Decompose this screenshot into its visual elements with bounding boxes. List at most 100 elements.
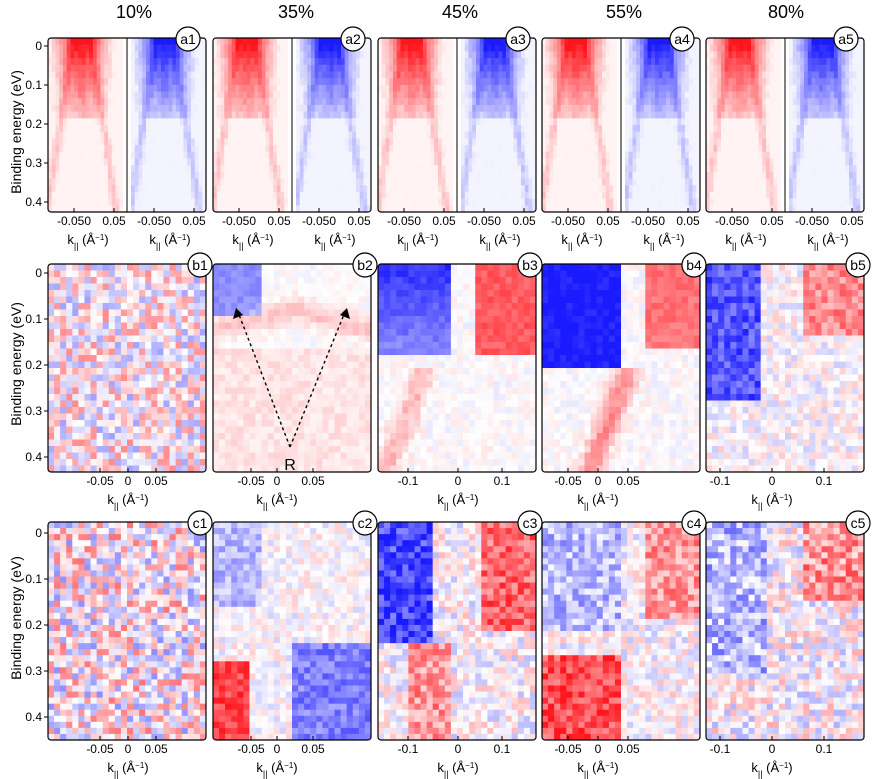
x-tick-label: 0: [455, 742, 462, 756]
x-tick-label: -0.050: [222, 214, 256, 228]
x-tick-label: 0: [769, 742, 776, 756]
x-tick-label: -0.05: [86, 474, 114, 488]
r-arrows: [233, 308, 350, 448]
x-tick-label: 0: [125, 742, 132, 756]
x-tick-label: 0.05: [616, 474, 640, 488]
x-tick-label: 0.05: [301, 474, 325, 488]
x-tick-label: -0.050: [137, 214, 171, 228]
x-tick-label: 0.05: [676, 214, 700, 228]
y-tick-label: 0.4: [25, 450, 42, 464]
y-tick-label: 0.3: [25, 664, 42, 678]
x-tick-label: -0.050: [467, 214, 501, 228]
panel-badge-a5: a5: [833, 26, 859, 52]
panel-badge-c5: c5: [845, 510, 871, 536]
x-tick-label: 0.05: [267, 214, 291, 228]
doping-label-3: 45%: [441, 2, 479, 22]
doping-label-1: 10%: [115, 2, 153, 22]
x-tick-label: -0.050: [57, 214, 91, 228]
x-tick-label: 0: [455, 474, 462, 488]
svg-text:a4: a4: [674, 31, 690, 47]
y-tick-label: 0.3: [25, 404, 42, 418]
panel-badge-b4: b4: [681, 252, 707, 278]
x-axis-label: k|| (Å−1): [149, 232, 190, 251]
panel-badge-a3: a3: [505, 26, 531, 52]
y-tick-label: 0.1: [25, 312, 42, 326]
panel-badge-b2: b2: [352, 252, 378, 278]
x-tick-label: -0.05: [554, 742, 582, 756]
x-tick-label: 0.05: [840, 214, 864, 228]
x-axis-label: k|| (Å−1): [314, 232, 355, 251]
x-tick-label: -0.050: [551, 214, 585, 228]
x-tick-label: -0.050: [715, 214, 749, 228]
x-tick-label: -0.1: [710, 742, 731, 756]
y-tick-label: 0: [35, 526, 42, 540]
r-annotation: R: [284, 457, 296, 474]
x-tick-label: -0.050: [631, 214, 665, 228]
y-tick-label: 0: [35, 39, 42, 53]
x-tick-label: 0.05: [144, 474, 168, 488]
x-tick-label: 0: [125, 474, 132, 488]
x-axis-label: k|| (Å−1): [256, 492, 297, 511]
x-axis-label: k|| (Å−1): [751, 492, 792, 511]
y-axis-row-a: 0 0.1 0.2 0.3 0.4: [25, 39, 48, 209]
x-tick-label: -0.1: [710, 474, 731, 488]
x-tick-label: 0.1: [816, 742, 833, 756]
x-axis-label: k|| (Å−1): [397, 232, 438, 251]
svg-text:a2: a2: [345, 31, 361, 47]
panel-badge-c2: c2: [352, 510, 378, 536]
x-tick-label: -0.05: [237, 742, 265, 756]
x-tick-label: 0.1: [494, 742, 511, 756]
x-tick-label: 0.05: [301, 742, 325, 756]
doping-label-5: 80%: [767, 2, 805, 22]
panel-badge-c4: c4: [681, 510, 707, 536]
x-tick-label: 0.05: [760, 214, 784, 228]
x-tick-label: 0.05: [182, 214, 206, 228]
x-tick-label: 0.1: [816, 474, 833, 488]
x-tick-label: -0.05: [86, 742, 114, 756]
panel-badge-a4: a4: [669, 26, 695, 52]
panel-badge-a2: a2: [340, 26, 366, 52]
panel-badge-c3: c3: [517, 510, 543, 536]
x-axis-label: k|| (Å−1): [577, 760, 618, 779]
x-axis-label: k|| (Å−1): [437, 492, 478, 511]
x-tick-label: -0.05: [554, 474, 582, 488]
y-tick-label: 0.2: [25, 358, 42, 372]
x-tick-label: 0.05: [144, 742, 168, 756]
x-axis-label: k|| (Å−1): [643, 232, 684, 251]
x-axis-label: k|| (Å−1): [256, 760, 297, 779]
x-tick-label: 0.05: [596, 214, 620, 228]
x-axis-label: k|| (Å−1): [107, 760, 148, 779]
x-tick-label: 0: [274, 742, 281, 756]
doping-label-2: 35%: [277, 2, 315, 22]
x-tick-label: 0: [595, 474, 602, 488]
x-tick-label: 0.05: [616, 742, 640, 756]
y-tick-label: 0.1: [25, 78, 42, 92]
svg-text:a3: a3: [510, 31, 526, 47]
x-tick-label: 0: [769, 474, 776, 488]
x-axis-label: k|| (Å−1): [67, 232, 108, 251]
x-axis-label: k|| (Å−1): [107, 492, 148, 511]
y-tick-label: 0.3: [25, 156, 42, 170]
panel-badge-b1: b1: [187, 252, 213, 278]
x-tick-label: 0: [274, 474, 281, 488]
x-axis-label: k|| (Å−1): [437, 760, 478, 779]
x-axis-label: k|| (Å−1): [751, 760, 792, 779]
x-tick-label: 0.05: [102, 214, 126, 228]
y-tick-label: 0.4: [25, 710, 42, 724]
x-tick-label: -0.05: [237, 474, 265, 488]
x-axis-label: k|| (Å−1): [232, 232, 273, 251]
x-axis-label: k|| (Å−1): [725, 232, 766, 251]
panel-badge-b3: b3: [517, 252, 543, 278]
x-tick-label: -0.050: [387, 214, 421, 228]
x-tick-label: 0.05: [347, 214, 371, 228]
x-tick-label: -0.1: [398, 742, 419, 756]
y-tick-label: 0.2: [25, 117, 42, 131]
x-axis-label: k|| (Å−1): [577, 492, 618, 511]
y-tick-label: 0.1: [25, 572, 42, 586]
panel-badge-a1: a1: [175, 26, 201, 52]
x-tick-label: 0.05: [432, 214, 456, 228]
panel-badge-c1: c1: [187, 510, 213, 536]
x-axis-label: k|| (Å−1): [807, 232, 848, 251]
x-tick-label: 0: [595, 742, 602, 756]
